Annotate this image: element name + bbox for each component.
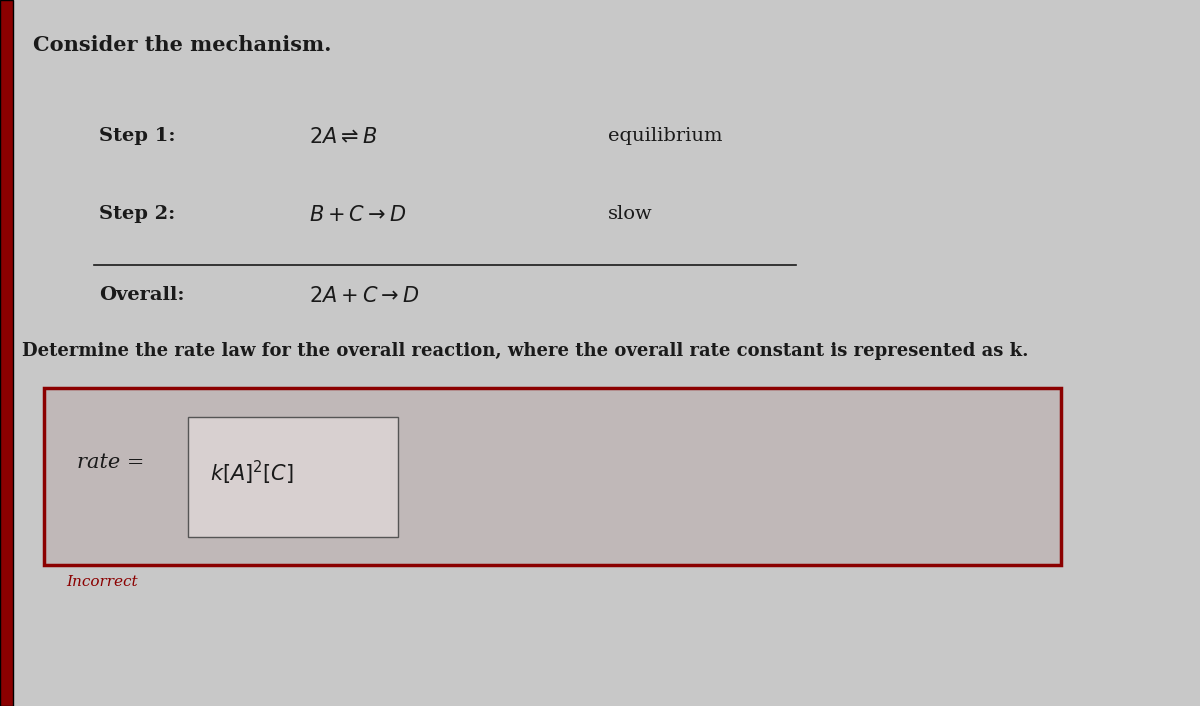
Text: Determine the rate law for the overall reaction, where the overall rate constant: Determine the rate law for the overall r… bbox=[22, 342, 1028, 360]
Text: $2A \rightleftharpoons B$: $2A \rightleftharpoons B$ bbox=[310, 127, 378, 147]
FancyBboxPatch shape bbox=[44, 388, 1061, 565]
Text: Step 2:: Step 2: bbox=[100, 205, 175, 222]
Text: $2A + C \rightarrow D$: $2A + C \rightarrow D$ bbox=[310, 286, 420, 306]
Text: Incorrect: Incorrect bbox=[66, 575, 138, 590]
Text: rate =: rate = bbox=[77, 453, 151, 472]
Text: Consider the mechanism.: Consider the mechanism. bbox=[34, 35, 331, 55]
Text: Overall:: Overall: bbox=[100, 286, 185, 304]
Text: Step 1:: Step 1: bbox=[100, 127, 176, 145]
Text: slow: slow bbox=[607, 205, 653, 222]
FancyBboxPatch shape bbox=[188, 417, 397, 537]
Text: $B + C \rightarrow D$: $B + C \rightarrow D$ bbox=[310, 205, 407, 225]
FancyBboxPatch shape bbox=[0, 0, 13, 706]
Text: $k[A]^2[C]$: $k[A]^2[C]$ bbox=[210, 459, 294, 487]
Text: equilibrium: equilibrium bbox=[607, 127, 722, 145]
